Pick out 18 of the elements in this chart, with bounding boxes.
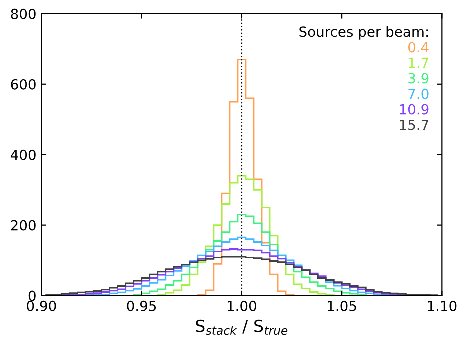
legend-title: Sources per beam:	[300, 26, 428, 40]
y-tick-label: 800	[11, 8, 36, 20]
x-tick-label: 1.05	[328, 300, 356, 312]
y-tick-label: 600	[11, 79, 36, 90]
text: 3.9	[408, 73, 429, 84]
text: 0.4	[408, 42, 429, 53]
text: 7.0	[408, 88, 429, 100]
y-tick-label: 200	[11, 220, 36, 231]
text: 10.9	[400, 104, 429, 115]
x-tick-label: 0.90	[27, 300, 56, 312]
text: 15.7	[400, 120, 428, 130]
x-axis-title: S$_{stack}$ / S$_{true}$	[196, 320, 288, 336]
x-tick-label: 1.10	[428, 300, 457, 312]
y-tick-label: 400	[10, 150, 36, 160]
x-tick-label: 1.00	[228, 300, 256, 312]
x-tick-label: 0.95	[127, 300, 156, 312]
text: 1.7	[409, 58, 428, 68]
y-tick-label: 0	[28, 290, 36, 302]
